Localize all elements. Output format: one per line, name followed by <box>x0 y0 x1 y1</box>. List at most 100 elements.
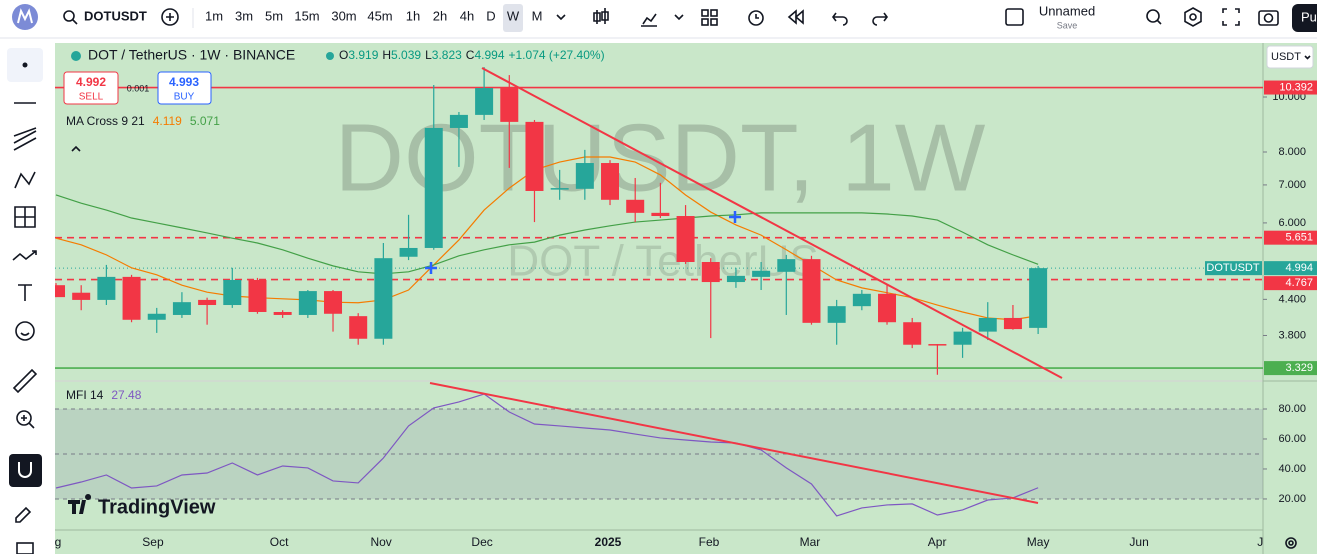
indicator-name: MFI 14 <box>66 388 104 402</box>
interval[interactable]: 4h <box>460 8 474 23</box>
quick-search-icon[interactable] <box>1146 9 1162 25</box>
x-tick-label: Dec <box>471 535 492 549</box>
candle-body <box>827 306 846 323</box>
currency-menu[interactable] <box>1266 45 1314 69</box>
trend-line[interactable] <box>429 382 1039 504</box>
buy-price[interactable]: 4.993 <box>169 75 199 89</box>
x-tick-label: Sep <box>142 535 164 549</box>
alert-icon[interactable] <box>748 10 764 26</box>
ohlc-value: 5.039 <box>391 48 421 62</box>
symbol-label: DOTUSDT <box>1206 262 1259 274</box>
candle-body <box>852 293 871 307</box>
ohlc-label: L <box>425 48 432 62</box>
x-tick-label: g <box>55 535 62 549</box>
y-tick-label: 8.000 <box>1278 146 1306 158</box>
price-label-box <box>1264 261 1317 276</box>
price-label-box <box>1264 80 1317 95</box>
indicators-menu[interactable] <box>674 14 684 21</box>
publish-button[interactable] <box>1292 4 1317 32</box>
ruler-tool[interactable] <box>12 368 38 394</box>
magnet-icon <box>18 462 32 478</box>
mfi-pane <box>55 382 1263 530</box>
emoji-tool[interactable] <box>15 321 35 341</box>
interval-bar: 1m 3m 5m 15m 30m 45m 1h 2h 4h D W M <box>205 4 542 32</box>
lock-tool[interactable] <box>15 506 32 523</box>
replay-icon[interactable] <box>787 9 804 25</box>
indicators-icon[interactable] <box>641 13 657 27</box>
indicator-value: 5.071 <box>190 114 220 128</box>
interval[interactable]: D <box>486 8 495 23</box>
ohlc-legend: O3.919 H5.039 L3.823 C4.994 +1.074 (+27.40%) <box>339 48 605 62</box>
y-tick-label: 60.00 <box>1278 433 1306 445</box>
collapse-legend[interactable] <box>71 145 81 152</box>
chart-type-icon[interactable] <box>593 8 609 24</box>
interval[interactable]: W <box>507 8 520 23</box>
buy-label[interactable]: BUY <box>174 92 195 103</box>
chart-title: DOT / TetherUS · 1W · BINANCE <box>88 47 295 63</box>
layout-icon[interactable] <box>701 9 718 26</box>
save-label[interactable]: Save <box>1057 20 1078 30</box>
mfi-legend: MFI 14 27.48 <box>66 388 142 402</box>
publish-label[interactable]: Pu <box>1301 9 1317 24</box>
interval[interactable]: 30m <box>331 8 356 23</box>
sell-price[interactable]: 4.992 <box>76 75 106 89</box>
ohlc-label: C <box>466 48 475 62</box>
text-tool[interactable] <box>18 284 32 301</box>
magnet-tool[interactable] <box>9 454 42 487</box>
currency[interactable]: USDT <box>1271 51 1301 63</box>
interval[interactable]: M <box>532 8 543 23</box>
projection-tool[interactable] <box>12 250 37 261</box>
fib-tool[interactable] <box>14 206 36 228</box>
candle-body <box>223 279 242 306</box>
sell-button[interactable] <box>63 71 119 105</box>
interval[interactable]: 2h <box>433 8 447 23</box>
symbol-label-box <box>1205 261 1262 276</box>
change: +1.074 (+27.40%) <box>509 48 605 62</box>
interval[interactable]: 1m <box>205 8 223 23</box>
layout-checkbox[interactable] <box>1005 8 1024 26</box>
pattern-tool[interactable] <box>14 171 36 189</box>
symbol[interactable]: DOTUSDT <box>84 8 147 23</box>
cross-marker <box>425 211 741 274</box>
drawing-toolbar <box>7 48 43 554</box>
axis-settings[interactable] <box>1285 537 1297 549</box>
snapshot-icon[interactable] <box>1258 10 1279 26</box>
trend-line[interactable] <box>481 67 1063 379</box>
candle-body <box>726 275 745 283</box>
fullscreen-icon[interactable] <box>1222 8 1240 26</box>
y-tick-label: 80.00 <box>1278 403 1306 415</box>
branding[interactable]: TradingView <box>98 496 216 518</box>
symbol-icon <box>71 51 81 61</box>
candle-body <box>399 247 418 257</box>
candle-body <box>550 188 569 190</box>
undo-icon[interactable] <box>832 12 848 26</box>
buy-button[interactable] <box>157 71 212 105</box>
price-label: 4.994 <box>1285 262 1313 274</box>
candle-body <box>324 291 343 314</box>
candle-body <box>878 293 897 323</box>
interval[interactable]: 15m <box>294 8 319 23</box>
zoom-tool[interactable] <box>16 410 32 426</box>
candle-body <box>575 163 594 189</box>
ohlc-label: O <box>339 48 348 62</box>
candle-body <box>198 299 217 306</box>
layout-name[interactable]: Unnamed <box>1039 3 1095 18</box>
channel-tool[interactable] <box>13 127 37 151</box>
candle-body <box>928 344 947 346</box>
interval[interactable]: 1h <box>406 8 420 23</box>
hide-tool[interactable] <box>16 542 34 554</box>
search-icon[interactable] <box>63 10 75 22</box>
candle-body <box>601 163 620 200</box>
redo-icon[interactable] <box>872 12 888 26</box>
candle-body <box>525 121 544 191</box>
interval[interactable]: 3m <box>235 8 253 23</box>
price-label: 3.329 <box>1285 362 1313 374</box>
emoji-icon <box>20 332 30 336</box>
settings-icon[interactable] <box>1184 7 1202 27</box>
interval[interactable]: 45m <box>367 8 392 23</box>
interval[interactable]: 5m <box>265 8 283 23</box>
add-symbol[interactable] <box>161 8 179 26</box>
sell-label[interactable]: SELL <box>79 92 104 103</box>
interval-menu[interactable] <box>556 14 566 21</box>
candle-body <box>298 291 317 315</box>
